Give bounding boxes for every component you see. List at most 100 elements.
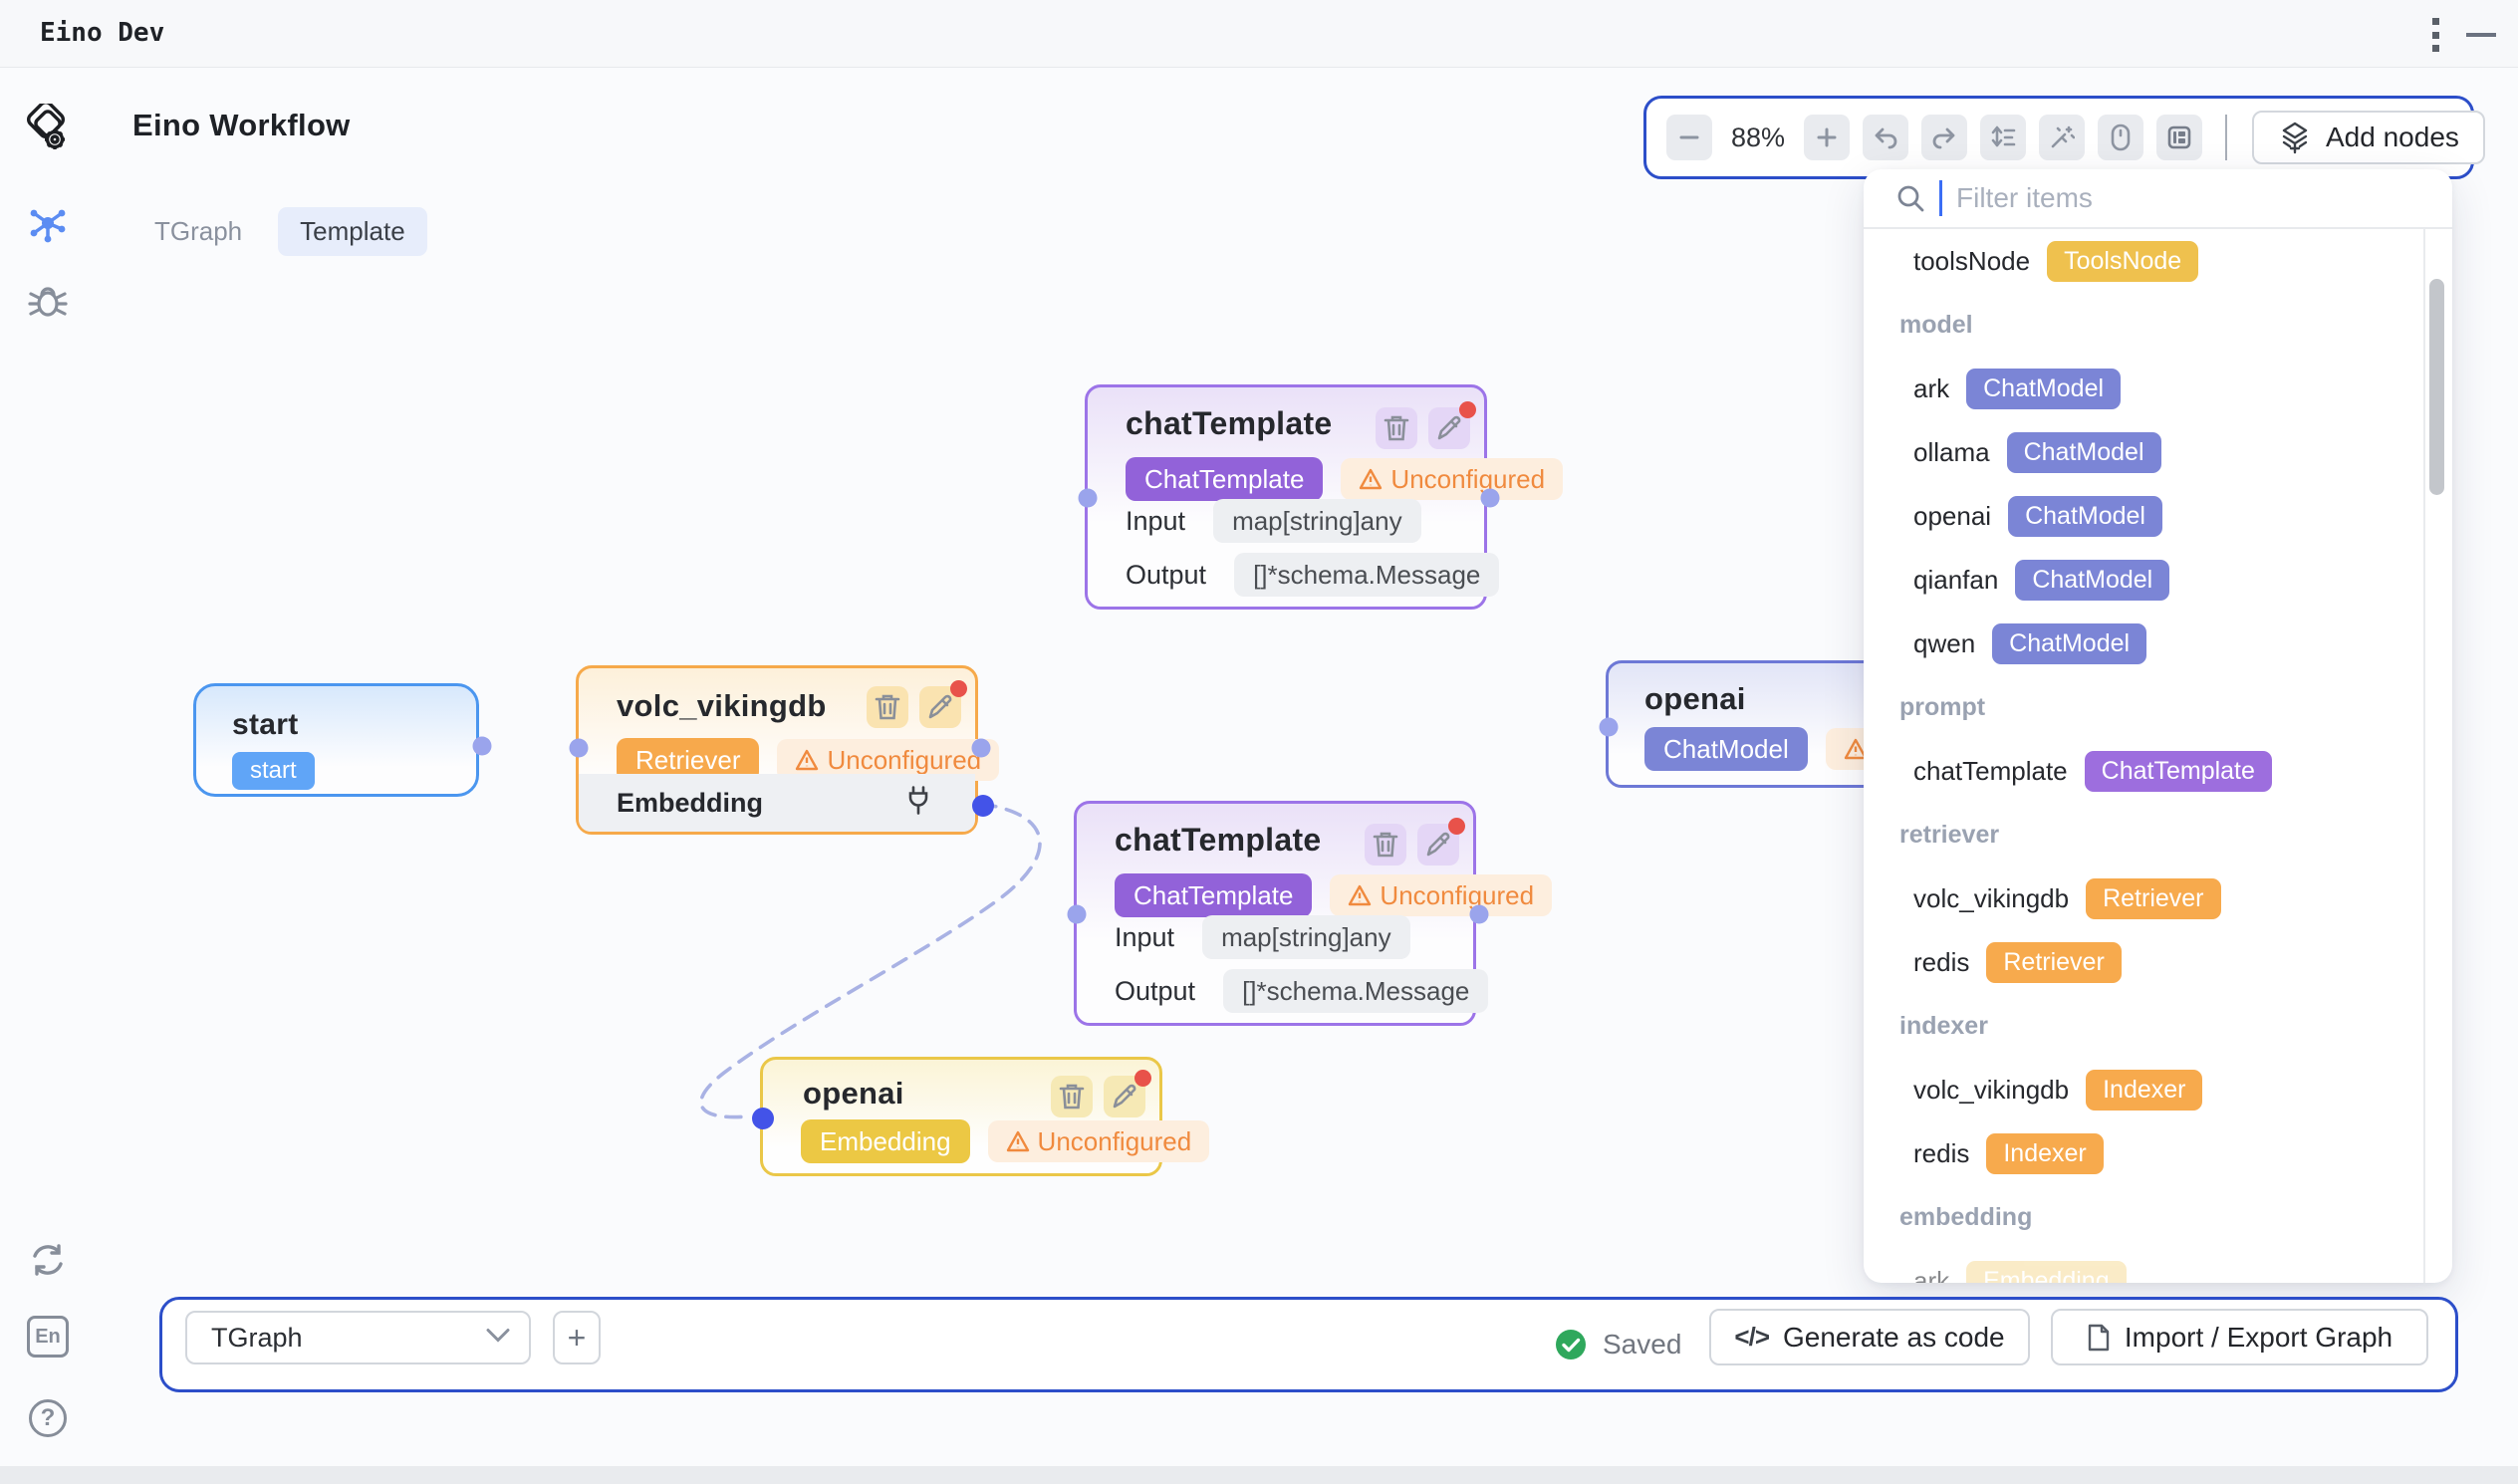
output-label: Output	[1126, 560, 1206, 591]
layers-plus-icon	[2278, 121, 2312, 154]
sidebar: En ?	[0, 68, 97, 1466]
list-item[interactable]: chatTemplate ChatTemplate	[1864, 739, 2423, 803]
node-volc-vikingdb[interactable]: volc_vikingdb Retriever Unconfigured Emb…	[576, 665, 978, 835]
warning-icon	[1359, 468, 1383, 490]
graph-select[interactable]: TGraph	[185, 1311, 531, 1364]
output-handle[interactable]	[473, 737, 492, 756]
output-handle[interactable]	[972, 739, 991, 758]
node-title: start	[232, 708, 299, 742]
chevron-down-icon	[485, 1328, 511, 1349]
undo-button[interactable]	[1863, 115, 1908, 160]
import-export-graph-button[interactable]: Import / Export Graph	[2051, 1309, 2428, 1365]
delete-node-button[interactable]	[1376, 407, 1417, 449]
delete-node-button[interactable]	[867, 686, 908, 728]
list-item[interactable]: qianfan ChatModel	[1864, 548, 2423, 612]
warning-icon	[795, 749, 819, 771]
type-badge: ChatModel	[1992, 623, 2146, 664]
workflow-graph-icon[interactable]	[26, 203, 70, 247]
list-item[interactable]: ark ChatModel	[1864, 357, 2423, 420]
list-item[interactable]: toolsNode ToolsNode	[1864, 229, 2423, 293]
bottom-edge-strip	[0, 1466, 2518, 1484]
input-handle[interactable]	[1079, 489, 1098, 508]
list-item[interactable]: ark Embedding	[1864, 1249, 2423, 1283]
generate-as-code-button[interactable]: </> Generate as code	[1709, 1309, 2030, 1365]
auto-layout-button[interactable]	[1980, 115, 2026, 160]
list-item[interactable]: qwen ChatModel	[1864, 612, 2423, 675]
warning-icon	[1006, 1130, 1030, 1152]
output-handle[interactable]	[1470, 905, 1489, 924]
view-tabs: TGraph Template	[132, 207, 427, 256]
delete-node-button[interactable]	[1365, 824, 1406, 866]
input-handle[interactable]	[752, 1108, 774, 1129]
check-circle-icon	[1555, 1329, 1587, 1360]
list-item[interactable]: volc_vikingdb Indexer	[1864, 1058, 2423, 1121]
output-label: Output	[1115, 976, 1195, 1007]
type-badge: ChatModel	[2015, 560, 2169, 601]
toolbar-divider	[2225, 115, 2227, 160]
node-type-badge: Embedding	[801, 1119, 970, 1163]
canvas-toolbar: 88% Add nodes	[1643, 96, 2474, 179]
debug-bug-icon[interactable]	[27, 280, 69, 322]
eino-dev-app: Eino Dev	[0, 0, 2518, 1484]
list-section: retriever	[1864, 803, 2423, 866]
type-badge: Indexer	[1986, 1133, 2103, 1174]
list-section: model	[1864, 293, 2423, 357]
add-nodes-button[interactable]: Add nodes	[2252, 111, 2485, 164]
unconfigured-badge: Unconfigured	[1330, 874, 1552, 916]
magic-wand-button[interactable]	[2039, 115, 2085, 160]
input-label: Input	[1115, 922, 1174, 953]
save-status: Saved	[1555, 1300, 1681, 1389]
mouse-mode-button[interactable]	[2098, 115, 2143, 160]
node-title: volc_vikingdb	[617, 688, 827, 724]
tab-tgraph[interactable]: TGraph	[132, 207, 264, 256]
bottom-bar: TGraph + Saved </> Generate as code Impo…	[159, 1297, 2458, 1392]
search-icon	[1895, 183, 1925, 213]
add-graph-button[interactable]: +	[553, 1311, 601, 1364]
minimize-icon[interactable]	[2466, 33, 2496, 37]
unconfigured-indicator-dot	[950, 680, 967, 697]
list-item[interactable]: volc_vikingdb Retriever	[1864, 866, 2423, 930]
language-icon[interactable]: En	[27, 1316, 69, 1358]
type-badge: ChatModel	[2007, 432, 2161, 473]
text-cursor	[1939, 180, 1942, 216]
node-openai-embedding[interactable]: openai Embedding Unconfigured	[760, 1057, 1162, 1176]
list-section: embedding	[1864, 1185, 2423, 1249]
list-section: prompt	[1864, 675, 2423, 739]
minimap-button[interactable]	[2156, 115, 2202, 160]
list-item[interactable]: ollama ChatModel	[1864, 420, 2423, 484]
embedding-port-handle[interactable]	[972, 795, 994, 817]
node-start[interactable]: start start	[193, 683, 479, 797]
output-handle[interactable]	[1481, 489, 1500, 508]
list-item[interactable]: redis Retriever	[1864, 930, 2423, 994]
unconfigured-indicator-dot	[1459, 401, 1476, 418]
embedding-slot[interactable]: Embedding	[579, 774, 975, 832]
code-icon: </>	[1734, 1322, 1769, 1353]
list-item[interactable]: openai ChatModel	[1864, 484, 2423, 548]
input-handle[interactable]	[570, 739, 589, 758]
delete-node-button[interactable]	[1051, 1076, 1093, 1117]
scrollbar-thumb[interactable]	[2429, 279, 2444, 495]
refresh-icon[interactable]	[26, 1238, 70, 1282]
app-logo-icon[interactable]	[22, 104, 74, 155]
list-section: indexer	[1864, 994, 2423, 1058]
input-handle[interactable]	[1068, 905, 1087, 924]
zoom-in-button[interactable]	[1804, 115, 1850, 160]
filter-items-input[interactable]	[1956, 182, 2335, 214]
tab-template[interactable]: Template	[278, 207, 427, 256]
redo-button[interactable]	[1921, 115, 1967, 160]
zoom-out-button[interactable]	[1666, 115, 1712, 160]
node-chattemplate-1[interactable]: chatTemplate ChatTemplate Unconfigured I…	[1085, 384, 1487, 610]
input-handle[interactable]	[1600, 718, 1619, 737]
kebab-menu-icon[interactable]	[2430, 18, 2440, 52]
input-type-pill: map[string]any	[1202, 915, 1410, 959]
unconfigured-indicator-dot	[1134, 1070, 1151, 1087]
list-item[interactable]: redis Indexer	[1864, 1121, 2423, 1185]
node-type-badge: start	[232, 752, 315, 790]
node-title: chatTemplate	[1115, 822, 1322, 859]
input-type-pill: map[string]any	[1213, 499, 1421, 543]
unconfigured-badge: Unconfigured	[1341, 458, 1563, 500]
help-icon[interactable]: ?	[29, 1399, 67, 1437]
window-titlebar: Eino Dev	[0, 0, 2518, 68]
window-title: Eino Dev	[40, 18, 164, 48]
node-chattemplate-2[interactable]: chatTemplate ChatTemplate Unconfigured I…	[1074, 801, 1476, 1026]
